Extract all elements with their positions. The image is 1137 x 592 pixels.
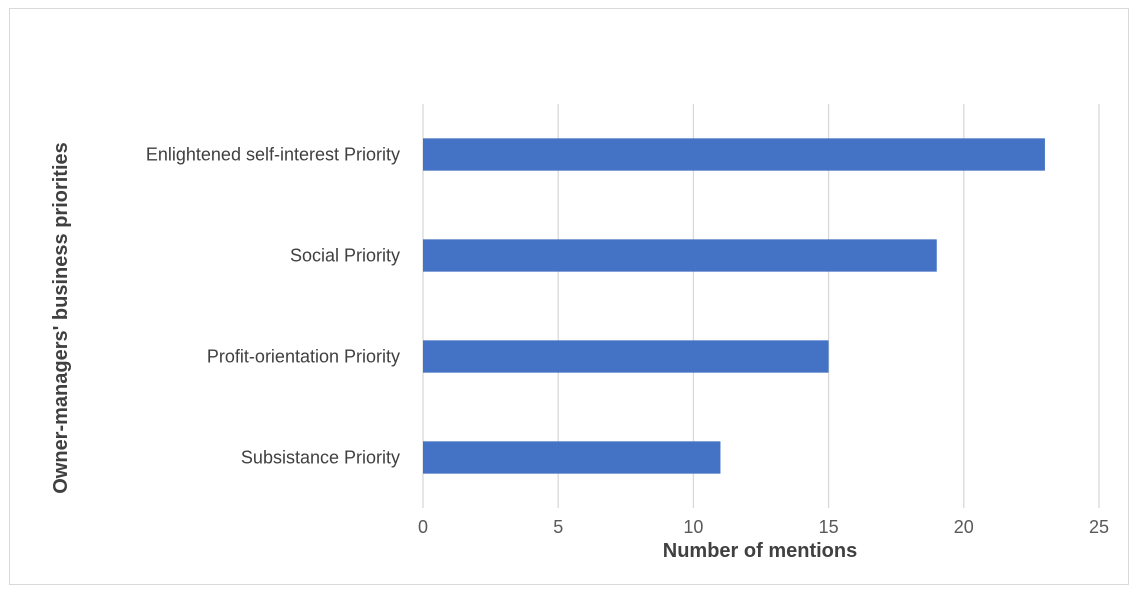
x-tick-label: 15 (819, 517, 839, 537)
category-label: Subsistance Priority (241, 448, 400, 468)
x-tick-label: 10 (683, 517, 703, 537)
x-tick-label: 20 (954, 517, 974, 537)
x-tick-label: 0 (418, 517, 428, 537)
category-label: Enlightened self-interest Priority (146, 145, 400, 165)
x-tick-labels: 0 5 10 15 20 25 (418, 517, 1109, 537)
x-tick-label: 5 (553, 517, 563, 537)
bar (423, 138, 1045, 171)
y-axis-title: Owner-managers' business priorities (50, 142, 72, 494)
bars (423, 138, 1045, 474)
category-labels: Enlightened self-interest Priority Social… (146, 145, 400, 468)
grid-lines (422, 104, 1100, 508)
category-label: Social Priority (290, 246, 400, 266)
bar (423, 340, 829, 373)
x-tick-label: 25 (1089, 517, 1109, 537)
bar (423, 441, 721, 474)
category-label: Profit-orientation Priority (207, 347, 400, 367)
chart-frame (9, 8, 1129, 585)
bar (423, 239, 937, 272)
x-axis-title: Number of mentions (663, 540, 857, 562)
